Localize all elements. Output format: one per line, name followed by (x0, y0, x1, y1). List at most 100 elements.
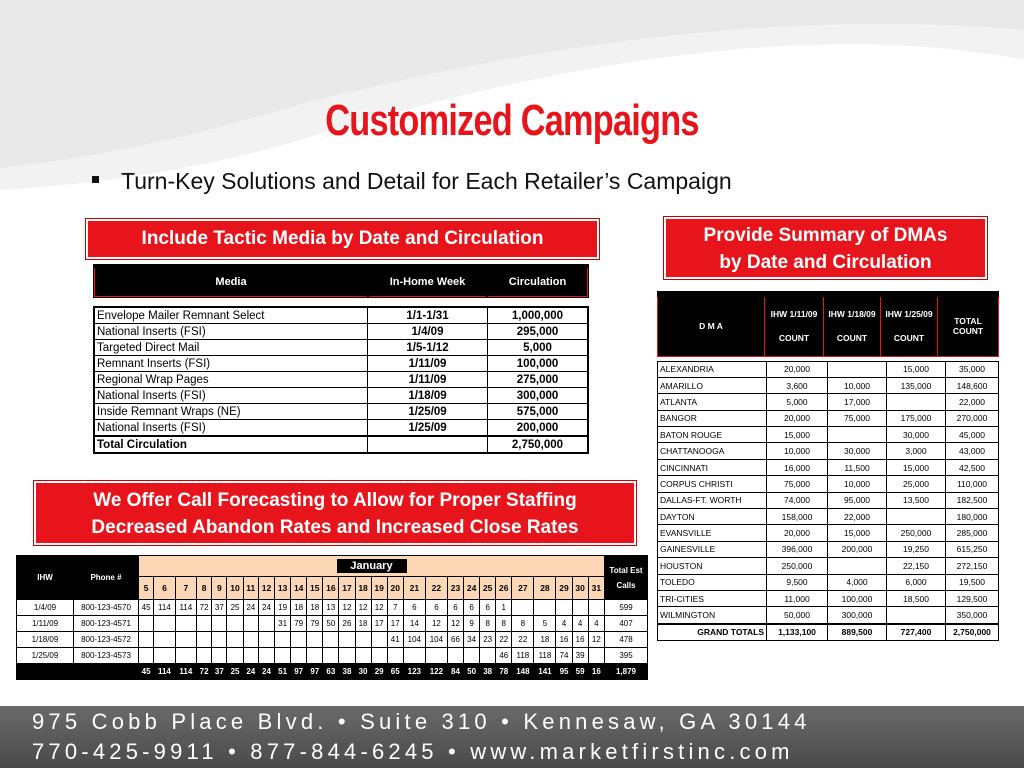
circulation-cell: 575,000 (487, 403, 589, 420)
call-count-cell (174, 631, 198, 648)
call-count-cell: 12 (354, 599, 372, 616)
dma-count-cell: 350,000 (945, 606, 999, 625)
dma-name-cell: TOLEDO (657, 573, 767, 591)
page-title: Customized Campaigns (325, 96, 699, 145)
dma-name-cell: CHATTANOOGA (657, 442, 767, 460)
day-header-cell: 20 (386, 576, 404, 600)
dma-count-cell: 182,500 (945, 491, 999, 510)
day-header-cell: 13 (274, 576, 292, 600)
grand-total-cell: 1,133,100 (766, 622, 828, 642)
call-days-row: 5 6 7 8 9 10 11 12 13 14 15 16 17 18 19 20 21 22 23 24 25 26 2… (17, 576, 648, 600)
call-count-cell: 79 (306, 615, 324, 632)
call-count-cell: 22 (511, 631, 535, 648)
dma-count-cell: 270,000 (945, 409, 999, 428)
dma-caption-box: Provide Summary of DMAs by Date and Circ… (664, 217, 987, 279)
dma-count-cell: 30,000 (827, 442, 887, 460)
dma-count-cell: 9,500 (766, 573, 828, 591)
table-row: TRI-CITIES 11,000 100,000 18,500 129,500 (657, 589, 999, 608)
call-count-cell: 79 (290, 615, 308, 632)
day-header-cell: 9 (211, 576, 228, 600)
table-row: ALEXANDRIA 20,000 15,000 35,000 (657, 360, 999, 378)
table-row: DALLAS-FT. WORTH 74,000 95,000 13,500 182,50… (657, 491, 999, 510)
day-total-cell: 84 (446, 663, 465, 680)
call-count-cell: 37 (211, 599, 228, 616)
day-header-cell: 11 (242, 576, 259, 600)
table-row: Remnant Inserts (FSI) 1/11/09 100,000 (93, 355, 589, 372)
ihw-col-header-1: IHW 1/11/09 COUNT (764, 293, 824, 357)
ihw-col-1-count: COUNT (778, 333, 810, 344)
dma-count-cell: 11,500 (827, 458, 887, 477)
day-total-cell: 29 (370, 663, 388, 680)
day-total-cell: 114 (153, 663, 176, 680)
table-row: 1/11/09 800-123-4571 31 79 79 50 26 18 17 17 14 12 1… (16, 615, 648, 632)
dma-count-cell: 22,000 (827, 508, 887, 526)
dma-caption-line1: Provide Summary of DMAs (703, 225, 948, 246)
dma-name-cell: DAYTON (657, 508, 767, 526)
call-count-cell (242, 631, 259, 648)
call-count-cell: 74 (555, 647, 573, 664)
day-total-cell: 97 (290, 663, 308, 680)
call-count-cell: 24 (257, 599, 276, 616)
ihw-cell: 1/18/09 (16, 631, 74, 648)
media-name-cell: Inside Remnant Wraps (NE) (93, 403, 368, 420)
call-count-cell (338, 647, 356, 664)
call-count-cell (587, 647, 606, 664)
day-total-cell: 59 (571, 663, 589, 680)
ihw-cell: 1/25/09 (16, 647, 74, 664)
dma-count-cell: 175,000 (886, 409, 946, 428)
call-count-cell: 72 (196, 599, 213, 616)
dma-count-cell: 15,000 (886, 360, 946, 378)
ihw-col-2-count: COUNT (836, 333, 868, 344)
in-home-week-cell: 1/11/09 (367, 355, 488, 372)
dma-count-cell: 10,000 (827, 376, 887, 395)
call-count-cell (257, 631, 276, 648)
day-total-cell: 141 (533, 663, 557, 680)
call-count-cell (153, 647, 176, 664)
call-count-cell: 6 (424, 599, 448, 616)
dma-count-cell: 25,000 (886, 475, 946, 493)
dma-count-cell: 10,000 (827, 475, 887, 493)
dma-count-cell: 6,000 (886, 573, 946, 591)
call-count-cell (463, 647, 481, 664)
call-count-cell: 114 (174, 599, 198, 616)
call-count-cell (137, 615, 155, 632)
dma-count-cell: 19,500 (945, 573, 999, 591)
dma-name-cell: CINCINNATI (657, 458, 767, 477)
bullet-text: Turn-Key Solutions and Detail for Each R… (121, 168, 732, 194)
call-count-cell: 6 (463, 599, 481, 616)
circulation-cell: 5,000 (487, 339, 589, 356)
day-header-cell: 15 (306, 576, 324, 600)
call-count-cell: 41 (386, 631, 404, 648)
dma-count-cell: 615,250 (945, 540, 999, 559)
table-row: 1/25/09 800-123-4573 46 118 118 74 39 395 (16, 647, 648, 664)
circulation-cell: 100,000 (487, 355, 589, 372)
total-label-cell: Total Circulation (93, 435, 368, 454)
dma-count-cell: 13,500 (886, 491, 946, 510)
call-count-cell (226, 631, 244, 648)
day-total-cell: 72 (196, 663, 213, 680)
day-total-cell: 38 (479, 663, 497, 680)
call-count-cell (354, 647, 372, 664)
call-count-cell: 4 (571, 615, 589, 632)
call-count-cell (479, 647, 497, 664)
dma-count-cell: 10,000 (766, 442, 828, 460)
call-count-cell (153, 615, 176, 632)
ihw-cell: 1/11/09 (16, 615, 74, 632)
phone-header: Phone # (73, 555, 139, 600)
total-row: Total Circulation 2,750,000 (93, 435, 589, 454)
dma-name-cell: AMARILLO (657, 376, 767, 395)
ihw-header: IHW (16, 555, 74, 600)
dma-count-cell: 272,150 (945, 557, 999, 575)
dma-count-cell: 15,000 (766, 426, 828, 444)
dma-count-cell: 75,000 (766, 475, 828, 493)
day-header-cell: 14 (290, 576, 308, 600)
day-total-cell: 50 (463, 663, 481, 680)
call-count-cell: 6 (402, 599, 426, 616)
dma-count-cell (827, 360, 887, 378)
call-count-cell: 17 (370, 615, 388, 632)
grand-total-cell: 727,400 (886, 622, 946, 642)
call-count-cell (446, 647, 465, 664)
call-count-cell: 45 (137, 599, 155, 616)
dma-count-cell: 3,600 (766, 376, 828, 395)
day-header-cell: 21 (402, 576, 426, 600)
